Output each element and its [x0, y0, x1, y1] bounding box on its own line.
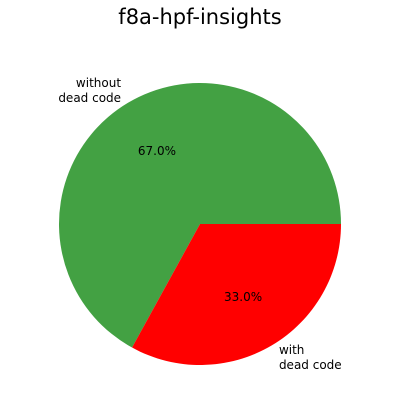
slice-percent-label-1: 33.0%: [224, 290, 262, 304]
slice-label-line: with: [279, 343, 304, 357]
pie-slice-1: [132, 224, 341, 365]
slice-label-line: dead code: [58, 91, 121, 105]
slice-label-line: dead code: [279, 358, 342, 372]
slice-label-0: without dead code: [58, 76, 121, 105]
slice-percent-label-0: 67.0%: [138, 144, 176, 158]
pie-slice-0: [58, 83, 341, 348]
slice-label-1: with dead code: [279, 343, 342, 372]
chart-title: f8a-hpf-insights: [118, 5, 281, 29]
slice-label-line: without: [76, 76, 121, 90]
